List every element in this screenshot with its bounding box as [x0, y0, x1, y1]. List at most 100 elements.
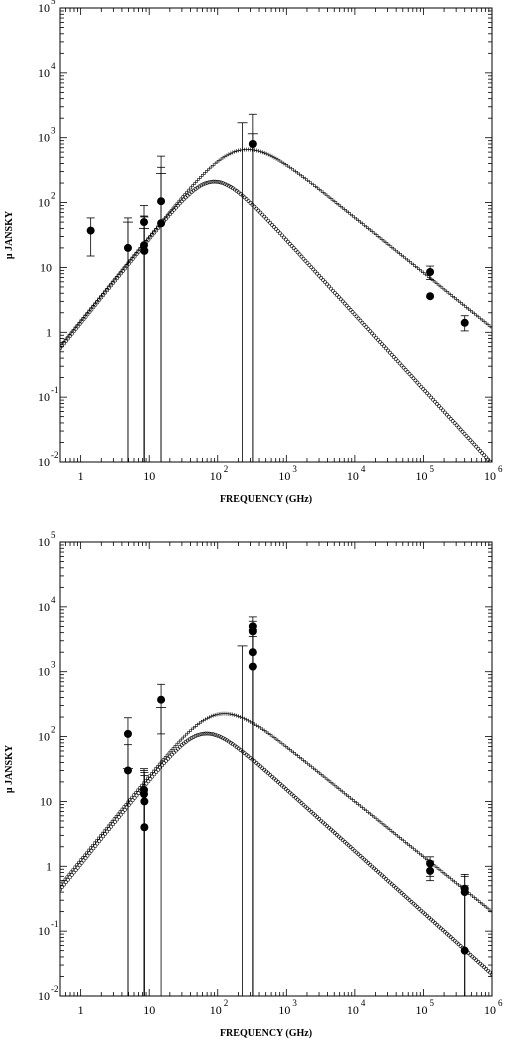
curve-marker	[148, 772, 153, 777]
curve-marker	[386, 878, 390, 883]
curve-marker	[166, 752, 170, 757]
y-tick-base: 10	[38, 131, 50, 145]
curve-marker	[203, 731, 208, 736]
y-tick-base: 10	[38, 66, 50, 80]
curve-marker	[183, 733, 188, 738]
y-tick-exponent: 5	[51, 530, 56, 540]
curve-marker	[446, 414, 451, 419]
y-tick-base: 10	[40, 260, 52, 274]
curve-marker	[242, 195, 247, 200]
y-tick-exponent: 4	[51, 61, 56, 71]
curve-marker	[146, 235, 151, 240]
curve-marker	[456, 942, 461, 947]
curve-marker	[360, 320, 365, 325]
curve-marker	[293, 248, 298, 253]
curve-marker	[162, 761, 166, 765]
curve-marker	[435, 402, 439, 406]
x-tick-label: 10 6	[484, 464, 503, 483]
y-tick-label: 10	[40, 260, 52, 274]
curve-marker	[425, 391, 430, 396]
curve-marker	[319, 818, 324, 823]
x-tick-base: 10	[278, 1003, 290, 1017]
curve-marker	[213, 713, 218, 718]
y-tick-base: 10	[38, 390, 50, 404]
curve-marker	[419, 384, 424, 389]
curve-marker	[85, 849, 90, 854]
curve-marker	[403, 894, 408, 899]
curve-marker	[69, 868, 74, 873]
curve-marker	[427, 393, 432, 398]
curve-marker	[382, 344, 386, 349]
curve-marker	[238, 148, 243, 153]
y-axis-title: μ JANSKY	[4, 744, 15, 793]
curve-marker	[177, 739, 182, 744]
data-point	[86, 217, 95, 257]
x-tick-label: 10 4	[347, 998, 366, 1017]
curve-marker	[317, 817, 322, 821]
y-tick-base: 10	[38, 455, 50, 469]
curve-marker	[439, 926, 443, 931]
y-tick-label: 1	[46, 325, 52, 339]
curve-marker	[71, 327, 76, 332]
curve-marker	[331, 288, 335, 293]
x-tick-base: 10	[347, 1003, 359, 1017]
curve-marker	[281, 235, 286, 240]
data-marker	[460, 946, 469, 955]
y-tick-exponent: 5	[51, 0, 56, 6]
curve-marker	[364, 325, 369, 329]
curve-marker	[152, 228, 157, 233]
curve-marker	[77, 859, 82, 864]
data-point	[157, 166, 166, 462]
curve-marker	[105, 825, 110, 830]
curve-marker	[181, 735, 186, 740]
curve-marker	[352, 312, 357, 317]
curve-marker	[258, 149, 263, 154]
curve-marker	[413, 378, 418, 383]
curve-marker	[401, 365, 406, 370]
y-tick-label: 10 5	[38, 0, 56, 15]
curve-marker	[181, 197, 186, 202]
data-point	[426, 265, 435, 280]
curve-marker	[295, 797, 300, 802]
x-tick-base: 10	[143, 469, 155, 483]
y-tick-label: 10 2	[38, 191, 56, 210]
curve-marker	[223, 181, 227, 186]
curve-marker	[356, 316, 361, 321]
curve-marker	[89, 305, 94, 310]
curve-marker	[450, 419, 455, 423]
curve-marker	[169, 207, 174, 212]
curve-marker	[380, 873, 384, 878]
curve-marker	[478, 961, 483, 966]
curve-marker	[405, 369, 410, 374]
curve-marker	[132, 791, 137, 796]
curve-marker	[146, 775, 151, 780]
curve-marker	[344, 303, 349, 308]
curve-marker	[63, 876, 68, 881]
curve-marker	[446, 933, 451, 938]
curve-marker	[83, 851, 88, 856]
curve-marker	[285, 239, 290, 244]
curve-marker	[97, 295, 102, 300]
x-tick-label: 1	[78, 1003, 84, 1017]
curve-marker	[207, 166, 212, 171]
curve-marker	[315, 271, 320, 276]
x-tick-exponent: 3	[292, 998, 297, 1008]
curve-marker	[342, 839, 347, 844]
curve-marker	[191, 182, 196, 187]
x-tick-base: 10	[278, 469, 290, 483]
data-marker	[426, 292, 435, 301]
curve-marker	[167, 209, 172, 214]
data-point	[248, 113, 257, 462]
data-point	[140, 775, 149, 996]
curve-marker	[334, 293, 339, 297]
data-marker	[123, 729, 132, 738]
curve-marker	[417, 382, 422, 387]
curve-marker	[287, 790, 292, 795]
y-tick-label: 10 3	[38, 126, 56, 145]
curve-marker	[340, 299, 345, 304]
curve-marker	[60, 341, 64, 346]
curve-marker	[401, 892, 406, 897]
curve-marker	[211, 163, 216, 168]
curve-marker	[150, 231, 155, 236]
curve-marker	[376, 869, 381, 874]
